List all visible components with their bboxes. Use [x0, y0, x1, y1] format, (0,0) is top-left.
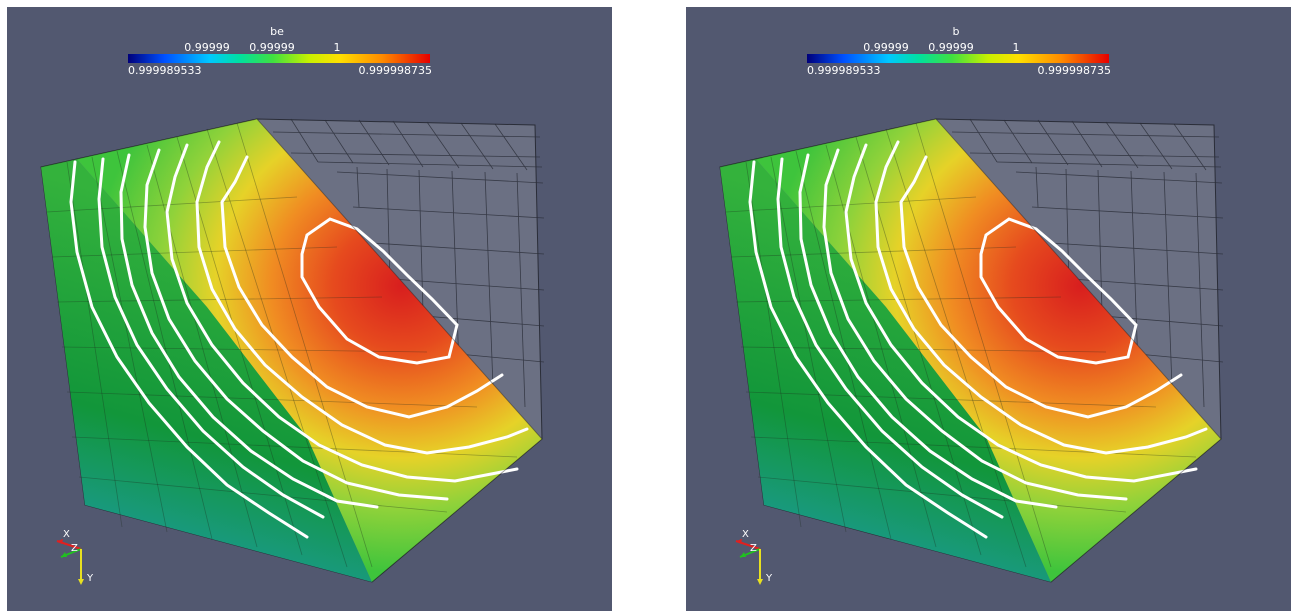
mesh-lines: [725, 122, 1197, 568]
scalar-bar: b 0.99999 0.99999 1 0.999989533 0.999998…: [801, 23, 1111, 83]
orientation-axes: X Z Y: [722, 527, 782, 597]
scalar-bar: be 0.99999 0.99999 1 0.999989533 0.99999…: [122, 23, 432, 83]
contour-lines: [69, 140, 529, 539]
scalar-bar-tick: 1: [1012, 41, 1020, 54]
render-scene: [719, 118, 1224, 583]
axes-triad-icon: [735, 539, 763, 585]
scalar-bar-colormap: [128, 54, 430, 63]
render-view-left[interactable]: be 0.99999 0.99999 1 0.999989533 0.99999…: [7, 7, 612, 611]
scalar-bar-colormap: [807, 54, 1109, 63]
axis-label-x: X: [742, 529, 749, 540]
axis-label-z: Z: [71, 543, 78, 554]
axis-label-y: Y: [766, 573, 773, 584]
scalar-bar-tick: 1: [333, 41, 341, 54]
axis-label-y: Y: [87, 573, 94, 584]
scalar-bar-range-max: 0.999998735: [358, 64, 432, 77]
scalar-bar-tick: 0.99999: [184, 41, 230, 54]
axes-triad-icon: [56, 539, 84, 585]
contour-lines: [748, 140, 1208, 539]
slice-face: [41, 119, 542, 582]
orientation-axes: X Z Y: [43, 527, 103, 597]
slice-face: [720, 119, 1221, 582]
scalar-bar-title: be: [270, 25, 284, 38]
axis-label-x: X: [63, 529, 70, 540]
scalar-bar-range-max: 0.999998735: [1037, 64, 1111, 77]
render-view-right[interactable]: b 0.99999 0.99999 1 0.999989533 0.999998…: [686, 7, 1291, 611]
scalar-bar-tick: 0.99999: [249, 41, 295, 54]
scalar-bar-tick: 0.99999: [863, 41, 909, 54]
scalar-bar-title: b: [952, 25, 960, 38]
scalar-bar-range-min: 0.999989533: [128, 64, 202, 77]
scalar-bar-range-min: 0.999989533: [807, 64, 881, 77]
axis-label-z: Z: [750, 543, 757, 554]
render-scene: [40, 118, 545, 583]
scalar-bar-tick: 0.99999: [928, 41, 974, 54]
